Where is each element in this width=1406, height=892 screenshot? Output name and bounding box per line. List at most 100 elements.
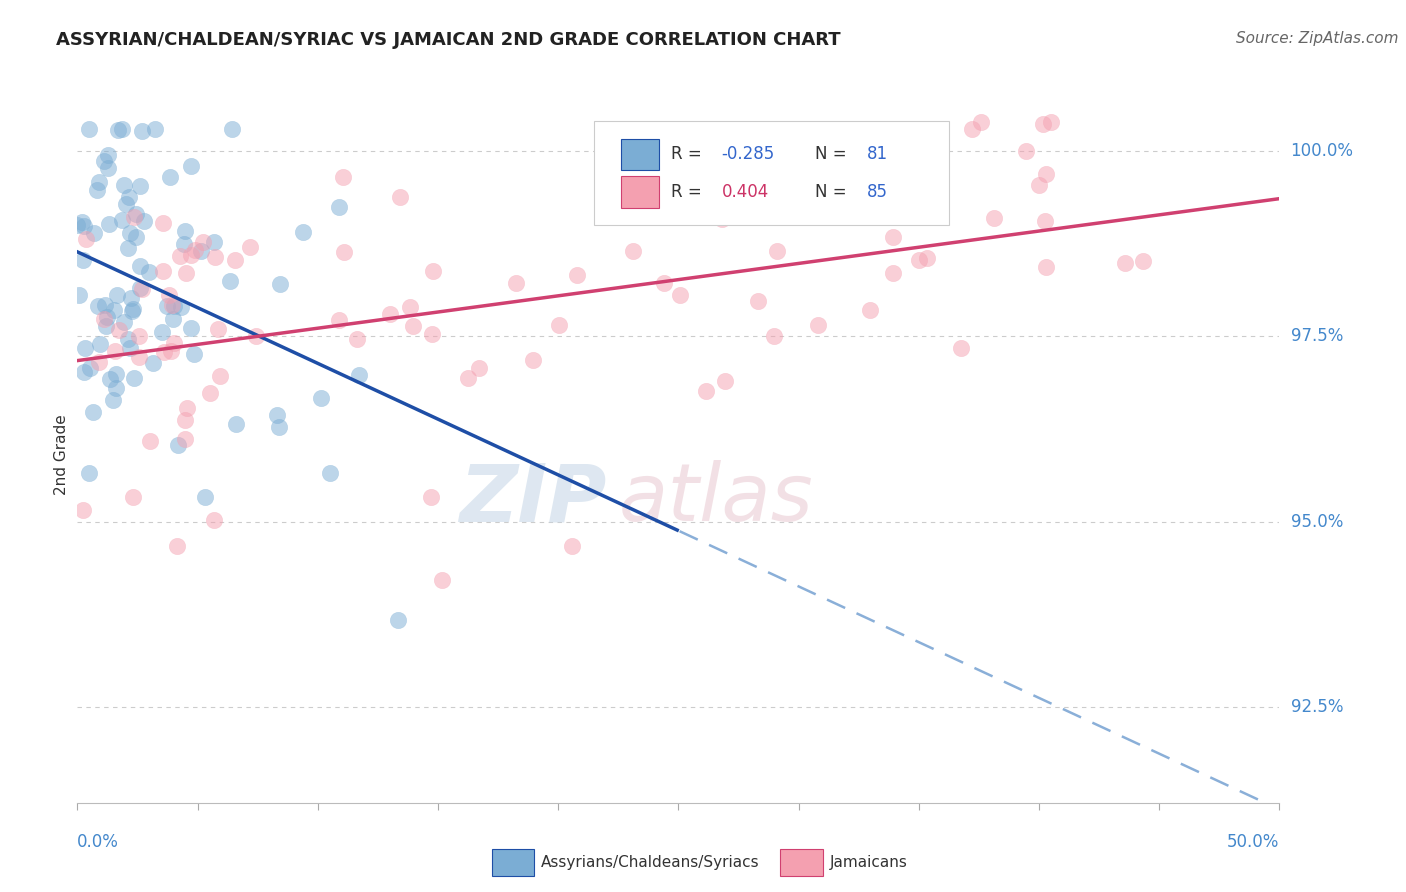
Point [79,466,101,480]
Point [176,401,198,416]
Point [117,241,139,255]
Point [72,219,94,234]
Point [882,266,904,280]
Point [87,354,110,368]
Point [747,206,769,220]
Point [173,432,195,446]
Point [269,420,291,434]
Text: ZIP: ZIP [458,460,606,539]
Point [621,244,644,258]
Point [184,243,207,257]
Point [93,154,115,169]
Point [349,368,371,382]
Text: 81: 81 [868,145,889,163]
Point [166,539,188,553]
Point [1039,115,1062,129]
Point [915,252,938,266]
Point [86,184,108,198]
Point [221,122,243,136]
Point [174,266,197,280]
Point [122,211,145,225]
Point [166,438,188,452]
Point [72,503,94,517]
Point [128,179,150,194]
Point [131,124,153,138]
Point [190,244,212,258]
Point [859,303,882,318]
Point [695,384,717,398]
Point [97,161,120,175]
Point [713,374,735,388]
Text: 85: 85 [868,183,889,201]
Point [399,300,422,314]
Point [200,385,222,400]
Point [202,513,225,527]
Point [908,253,931,268]
Point [143,122,166,136]
Point [138,264,160,278]
Point [86,299,108,313]
Point [983,211,1005,225]
Point [128,329,150,343]
Point [138,434,160,449]
Point [115,196,138,211]
Text: ASSYRIAN/CHALDEAN/SYRIAC VS JAMAICAN 2ND GRADE CORRELATION CHART: ASSYRIAN/CHALDEAN/SYRIAC VS JAMAICAN 2ND… [56,31,841,49]
Text: 100.0%: 100.0% [1291,143,1354,161]
Text: 92.5%: 92.5% [1291,698,1343,715]
Point [105,381,128,395]
Point [79,361,101,376]
Point [328,201,350,215]
Y-axis label: 2nd Grade: 2nd Grade [53,415,69,495]
Point [98,218,121,232]
Point [387,613,409,627]
Point [124,207,146,221]
Point [669,288,692,302]
Point [1035,260,1057,274]
Point [225,417,247,432]
Point [128,281,150,295]
Point [457,371,479,385]
Point [224,253,246,268]
Point [673,155,696,169]
Point [962,121,984,136]
Point [711,211,734,226]
Point [420,327,443,342]
Text: 97.5%: 97.5% [1291,327,1343,345]
Point [159,169,181,184]
Point [77,122,100,136]
Point [152,264,174,278]
Point [97,147,120,161]
Text: Assyrians/Chaldeans/Syriacs: Assyrians/Chaldeans/Syriacs [541,855,759,870]
Point [882,230,904,244]
Point [765,244,787,259]
Point [747,293,769,308]
Text: 0.0%: 0.0% [77,833,120,851]
Point [950,341,973,355]
Point [89,337,111,351]
Point [89,175,111,189]
Point [333,245,356,260]
Point [169,249,191,263]
Text: Source: ZipAtlas.com: Source: ZipAtlas.com [1236,31,1399,46]
Point [120,291,142,305]
Point [1028,178,1050,193]
Point [120,226,142,240]
Point [73,365,96,379]
Point [467,360,489,375]
Text: N =: N = [815,145,852,163]
Point [75,232,97,246]
Point [107,123,129,137]
Point [174,224,197,238]
Point [266,408,288,422]
Point [183,347,205,361]
Text: R =: R = [671,145,707,163]
Point [105,287,128,301]
Point [75,342,97,356]
Point [82,405,104,419]
Text: R =: R = [671,183,707,201]
Point [1035,167,1057,181]
Point [112,315,135,329]
Point [162,311,184,326]
Point [245,329,267,343]
Point [269,277,291,291]
